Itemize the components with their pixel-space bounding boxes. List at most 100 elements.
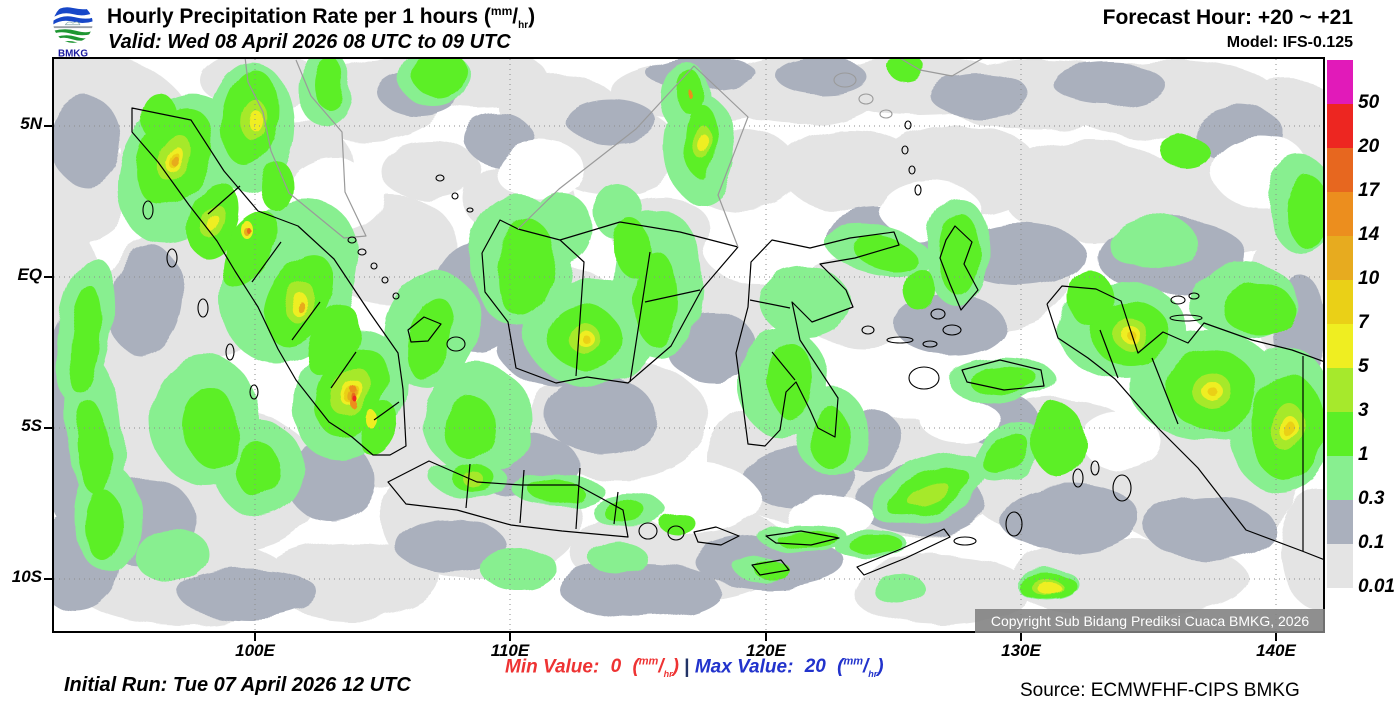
- coastline: [771, 351, 796, 381]
- lon-label-130E: 130E: [1001, 641, 1041, 660]
- precip-blob: [887, 58, 923, 81]
- precip-blob: [395, 517, 505, 573]
- precip-blob: [1038, 583, 1062, 595]
- valid-time: Valid: Wed 08 April 2026 08 UTC to 09 UT…: [108, 31, 511, 53]
- island-outline: [861, 325, 875, 335]
- colorbar-label-17: 17: [1358, 180, 1380, 201]
- island-outline: [914, 184, 922, 196]
- graticule-gridlines: [54, 59, 1323, 631]
- precip-blob: [1068, 270, 1112, 326]
- min-unit: (mm/hr): [632, 656, 679, 680]
- precip-blob: [920, 398, 1000, 442]
- precip-blob: [365, 410, 377, 428]
- colorbar-label-10: 10: [1358, 268, 1380, 289]
- lat-label-EQ: EQ: [17, 265, 42, 284]
- precip-blob: [812, 406, 848, 470]
- island-outline: [638, 522, 658, 540]
- coastline: [765, 530, 840, 546]
- island-outline: [446, 336, 466, 352]
- colorbar-label-14: 14: [1358, 224, 1380, 245]
- precip-blob: [1161, 136, 1209, 168]
- precipitation-field: [53, 58, 1324, 632]
- island-outline: [381, 276, 389, 284]
- island-outline: [908, 366, 940, 390]
- precip-blob: [775, 58, 865, 93]
- coastline: [735, 231, 900, 447]
- coastline: [961, 359, 1045, 391]
- precip-blob: [68, 285, 102, 395]
- precip-blob: [1032, 404, 1084, 476]
- precip-blob: [260, 159, 292, 211]
- initial-run: Initial Run: Tue 07 April 2026 12 UTC: [64, 674, 411, 696]
- precip-blob: [780, 130, 920, 210]
- precip-blob: [180, 570, 320, 620]
- coastline: [407, 316, 442, 343]
- precip-blob: [208, 215, 220, 233]
- precip-blob: [285, 440, 375, 520]
- precip-blob: [940, 213, 980, 297]
- island-outline: [930, 308, 946, 320]
- min-value: 0: [610, 656, 622, 678]
- precip-blob: [134, 527, 210, 583]
- coastline: [751, 559, 790, 576]
- island-outline: [347, 236, 357, 244]
- coastline: [644, 289, 701, 303]
- precip-blob: [590, 540, 646, 576]
- max-unit: (mm/hr): [837, 656, 884, 680]
- precip-blob: [760, 267, 850, 337]
- precip-blob: [640, 465, 760, 535]
- coastline: [613, 491, 619, 525]
- precip-blob: [174, 159, 182, 169]
- coastline: [519, 469, 525, 524]
- colorbar-label-0.1: 0.1: [1358, 532, 1385, 553]
- minmax-separator: |: [684, 656, 690, 678]
- precip-blob: [585, 338, 593, 346]
- island-outline: [392, 292, 400, 300]
- island-outline: [942, 324, 962, 336]
- minmax-values: Min Value: 0 (mm/hr) | Max Value: 20 (mm…: [505, 656, 884, 679]
- precip-blob: [530, 479, 582, 503]
- coastline: [517, 65, 749, 248]
- coastline: [1099, 329, 1119, 379]
- precip-blob: [314, 58, 346, 110]
- precip-blob: [700, 135, 710, 155]
- island-outline: [1005, 511, 1023, 537]
- colorbar-label-20: 20: [1358, 136, 1380, 157]
- precip-blob: [248, 229, 252, 235]
- island-outline: [858, 93, 874, 105]
- coastline: [749, 299, 791, 309]
- precip-blob: [850, 538, 906, 556]
- page-title: Hourly Precipitation Rate per 1 hours (m…: [107, 4, 536, 32]
- precip-blob: [414, 58, 466, 100]
- island-outline: [225, 343, 235, 361]
- precip-blob: [354, 397, 358, 403]
- precip-blob: [968, 367, 1040, 395]
- island-outline: [357, 248, 367, 256]
- precip-blob: [234, 440, 278, 496]
- coastline: [291, 301, 321, 341]
- coastline: [1151, 357, 1179, 425]
- precip-blob: [184, 390, 240, 466]
- island-outline: [370, 262, 378, 270]
- coastlines: [131, 58, 1324, 576]
- precip-blob: [633, 250, 677, 346]
- colorbar-label-50: 50: [1358, 92, 1380, 113]
- coastline: [856, 528, 951, 576]
- colorbar-segment-0.01: [1327, 544, 1353, 588]
- coastline: [575, 467, 581, 530]
- min-value-label: Min Value:: [505, 656, 600, 678]
- copyright-watermark: Copyright Sub Bidang Prediksi Cuaca BMKG…: [975, 609, 1325, 633]
- island-outline: [1072, 468, 1084, 488]
- precip-blob: [909, 484, 951, 508]
- precip-blob: [688, 90, 692, 98]
- coastline: [207, 185, 241, 215]
- forecast-hour: Forecast Hour: +20 ~ +21: [1102, 6, 1353, 29]
- colorbar-segment-10: [1327, 236, 1353, 280]
- colorbar-label-0.3: 0.3: [1358, 488, 1385, 509]
- precip-blob: [614, 220, 650, 276]
- island-outline: [166, 248, 178, 268]
- model-name: Model: IFS-0.125: [1226, 34, 1353, 51]
- island-outline: [879, 109, 893, 119]
- precip-blob: [53, 95, 120, 185]
- colorbar-segment-5: [1327, 324, 1353, 368]
